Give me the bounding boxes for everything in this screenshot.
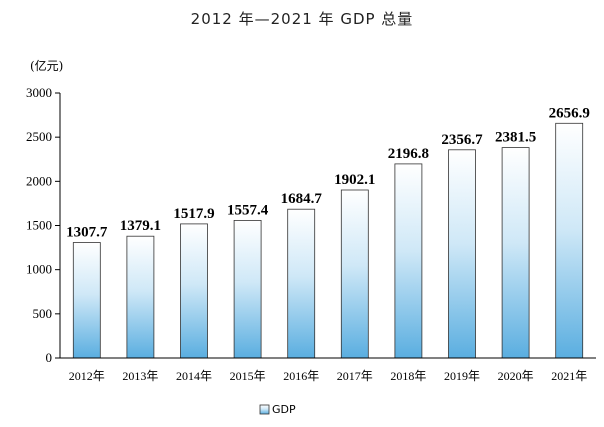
data-label: 2381.5 xyxy=(495,130,536,146)
bar-2013年 xyxy=(126,235,155,359)
x-tick-label: 2019年 xyxy=(444,369,480,383)
data-label: 2656.9 xyxy=(549,105,590,121)
bar-2014年 xyxy=(180,223,208,359)
data-label: 1517.9 xyxy=(173,206,214,222)
y-tick-label: 2000 xyxy=(26,173,52,188)
x-tick-label: 2013年 xyxy=(122,369,158,383)
data-label: 2196.8 xyxy=(388,146,429,162)
data-label: 1902.1 xyxy=(334,172,375,188)
y-tick-label: 500 xyxy=(33,306,53,321)
data-label: 2356.7 xyxy=(441,132,483,148)
data-label: 1307.7 xyxy=(66,225,108,241)
bar-2021年 xyxy=(555,122,584,359)
x-tick-label: 2017年 xyxy=(337,369,373,383)
x-tick-label: 2012年 xyxy=(69,369,105,383)
x-tick-label: 2014年 xyxy=(176,369,212,383)
bar-2015年 xyxy=(233,219,262,359)
data-label: 1684.7 xyxy=(281,191,323,207)
bar-2018年 xyxy=(394,163,423,359)
legend-label-gdp: GDP xyxy=(272,403,296,416)
y-axis-unit-label: (亿元) xyxy=(30,58,63,73)
x-tick-label: 2016年 xyxy=(283,369,319,383)
x-tick-label: 2018年 xyxy=(390,369,426,383)
data-label: 1379.1 xyxy=(120,218,161,234)
y-tick-label: 1500 xyxy=(26,218,52,233)
x-axis: 2012年 2013年 2014年 2015年 2016年 2017年 2018年 2019年… xyxy=(60,357,596,383)
legend-swatch-gdp xyxy=(259,404,270,415)
bar-series-gdp: 1307.7 1379.1 1517.9 1557.4 1684.7 1902.1 2196… xyxy=(66,105,590,359)
x-tick-label: 2015年 xyxy=(230,369,266,383)
x-tick-label: 2020年 xyxy=(498,369,534,383)
bar-2020年 xyxy=(501,147,530,359)
bar-2012年 xyxy=(72,242,101,359)
x-tick-label: 2021年 xyxy=(551,369,587,383)
y-tick-label: 2500 xyxy=(26,129,52,144)
y-axis: 0 500 1000 1500 2000 2500 3000 xyxy=(26,85,61,365)
y-tick-label: 3000 xyxy=(26,85,52,100)
data-label: 1557.4 xyxy=(227,202,269,218)
bar-2017年 xyxy=(340,189,369,359)
bar-2016年 xyxy=(287,208,316,359)
bar-2019年 xyxy=(448,149,476,359)
chart-title: 2012 年—2021 年 GDP 总量 xyxy=(190,10,414,28)
y-tick-label: 1000 xyxy=(26,262,52,277)
y-tick-label: 0 xyxy=(46,350,53,365)
legend: GDP xyxy=(259,403,296,416)
